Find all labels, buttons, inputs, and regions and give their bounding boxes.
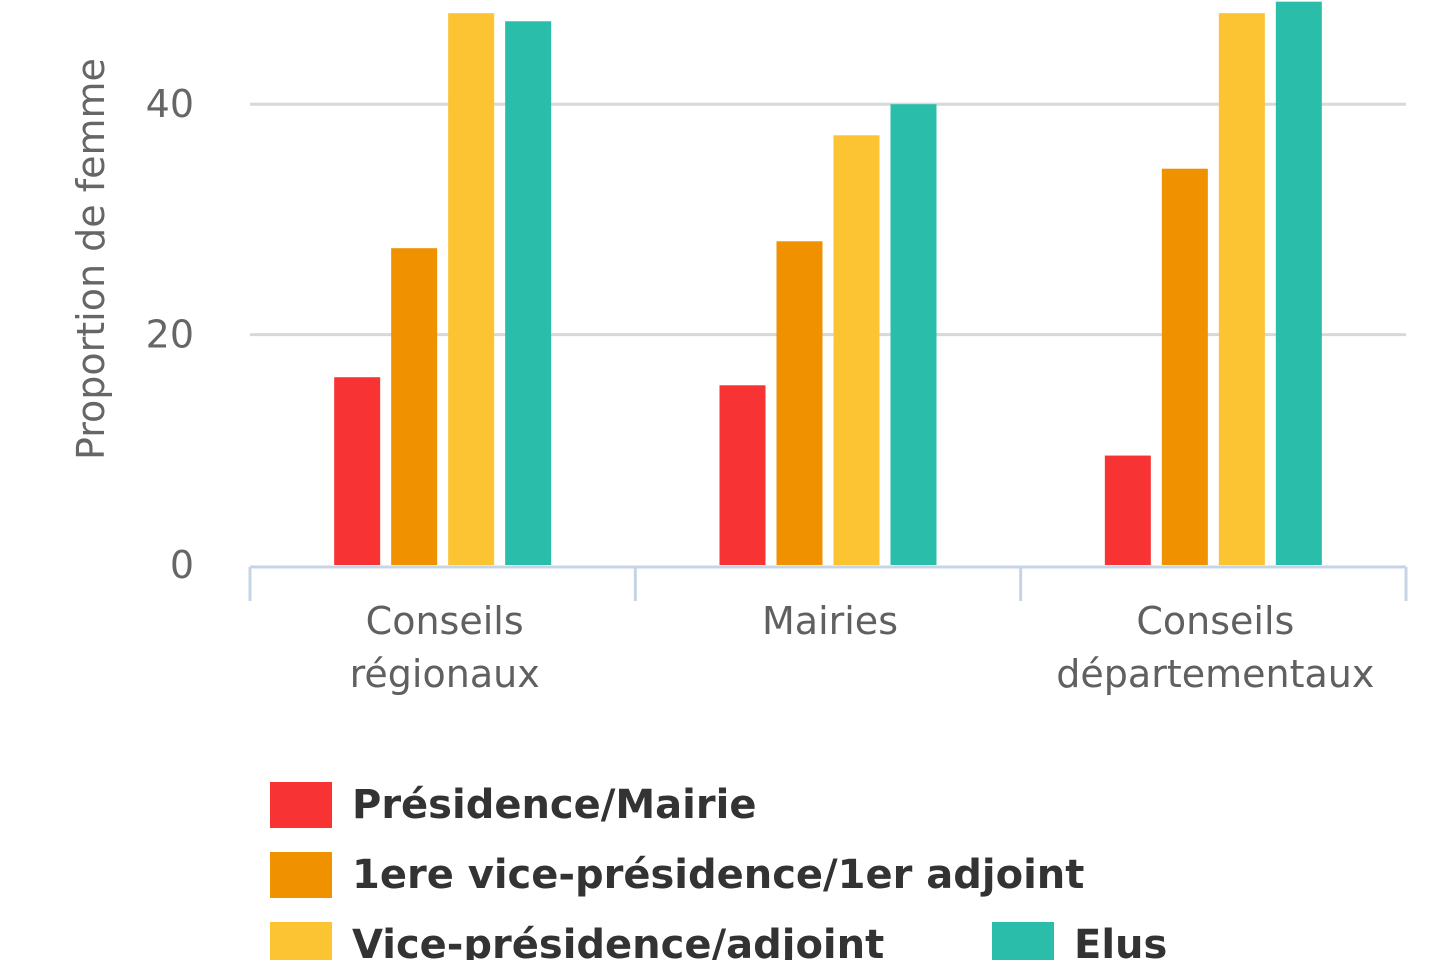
bar-1ere-vice-pr-sidence-1er-adjoint-2[interactable] <box>1161 168 1208 565</box>
legend-label: Présidence/Mairie <box>352 782 757 828</box>
bar-elus-0[interactable] <box>505 21 552 566</box>
bar-elus-2[interactable] <box>1275 1 1322 566</box>
x-category-label: Mairies <box>762 599 898 643</box>
x-category-label: régionaux <box>350 652 540 696</box>
legend-swatch <box>992 922 1054 960</box>
legend-item[interactable]: 1ere vice-présidence/1er adjoint <box>270 852 1084 898</box>
legend-swatch <box>270 782 332 828</box>
y-axis-label: Proportion de femme <box>69 58 113 460</box>
bar-1ere-vice-pr-sidence-1er-adjoint-0[interactable] <box>391 248 438 565</box>
x-category-label: départementaux <box>1056 652 1374 696</box>
legend-item[interactable]: Elus <box>992 922 1167 960</box>
x-category-label: Conseils <box>366 599 524 643</box>
legend-swatch <box>270 922 332 960</box>
legend-item[interactable]: Présidence/Mairie <box>270 782 756 828</box>
x-axis <box>248 565 1408 601</box>
bar-elus-1[interactable] <box>890 104 937 565</box>
legend-item[interactable]: Vice-présidence/adjoint <box>270 922 884 960</box>
gridlines <box>250 102 1406 337</box>
y-axis-ticks: 0 20 40 <box>146 82 194 587</box>
legend-label: Elus <box>1074 922 1168 960</box>
bar-pr-sidence-mairie-1[interactable] <box>719 385 766 565</box>
bar-1ere-vice-pr-sidence-1er-adjoint-1[interactable] <box>776 241 823 565</box>
x-axis-categories: Conseils régionaux Mairies Conseils départem… <box>350 599 1375 696</box>
y-tick-label: 20 <box>146 313 194 357</box>
legend-label: 1ere vice-présidence/1er adjoint <box>352 852 1085 898</box>
y-tick-label: 0 <box>170 543 194 587</box>
bar-pr-sidence-mairie-2[interactable] <box>1104 455 1151 565</box>
bar-vice-pr-sidence-adjoint-2[interactable] <box>1218 13 1265 565</box>
bars <box>334 1 1322 566</box>
bar-vice-pr-sidence-adjoint-1[interactable] <box>833 135 880 565</box>
x-category-label: Conseils <box>1136 599 1294 643</box>
legend-swatch <box>270 852 332 898</box>
bar-pr-sidence-mairie-0[interactable] <box>334 377 381 565</box>
bar-vice-pr-sidence-adjoint-0[interactable] <box>448 13 495 565</box>
legend-label: Vice-présidence/adjoint <box>352 922 885 960</box>
y-tick-label: 40 <box>146 82 194 126</box>
